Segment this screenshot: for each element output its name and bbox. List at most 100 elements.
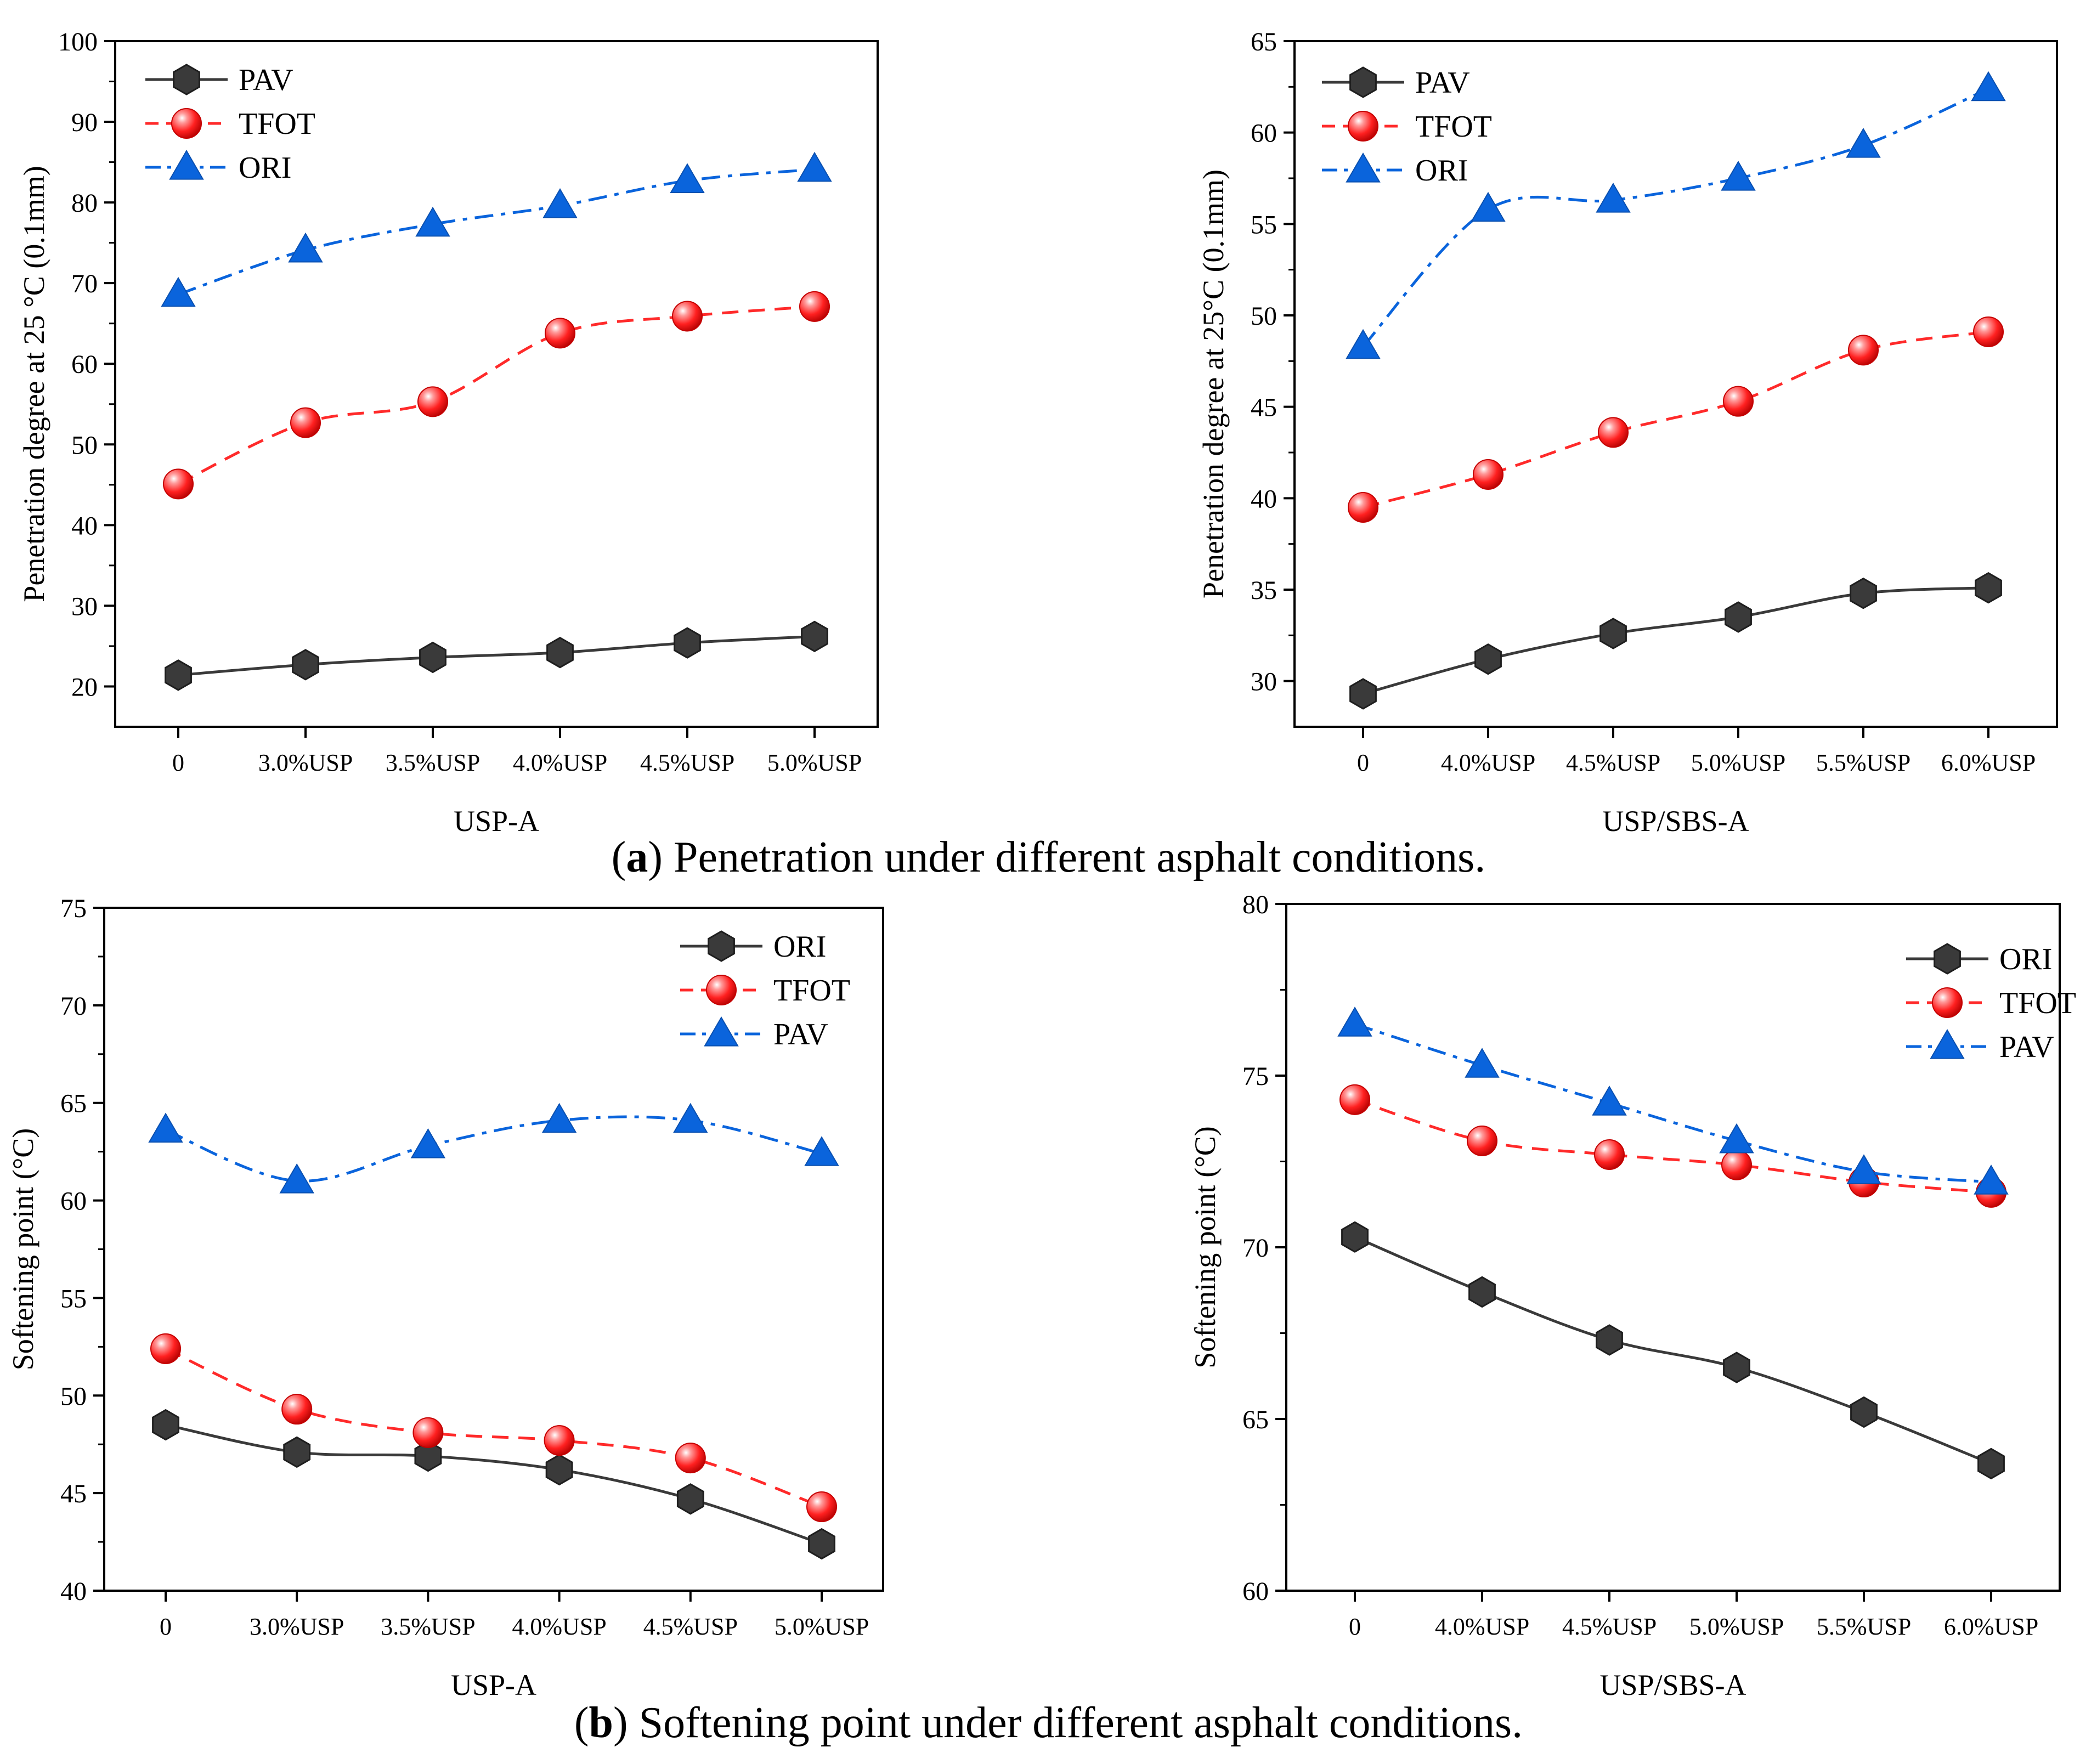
y-tick-label: 45 xyxy=(60,1479,87,1508)
legend-marker xyxy=(706,975,737,1005)
y-tick-label: 65 xyxy=(60,1089,87,1118)
y-tick-label: 60 xyxy=(60,1187,87,1216)
data-point xyxy=(1341,1221,1369,1253)
chart-4: 60 65 70 75 80 0 4.0%USP 4.5%USP 5.0%USP 5.5%USP 6… xyxy=(1189,890,2076,1701)
y-tick-label: 60 xyxy=(71,350,98,379)
x-tick-label: 5.5%USP xyxy=(1816,749,1911,776)
data-point xyxy=(148,1112,183,1143)
legend: ORI TFOT PAV xyxy=(680,930,850,1051)
data-point xyxy=(1848,335,1879,366)
y-tick-label: 60 xyxy=(1251,119,1277,148)
data-point xyxy=(1850,1396,1878,1428)
data-point xyxy=(288,232,323,263)
data-point xyxy=(1474,643,1502,675)
data-point xyxy=(1723,386,1754,417)
chart-1: 20 30 40 50 60 70 80 90 100 0 3.0%USP 3.5%USP 4.0%US… xyxy=(18,27,879,838)
data-point xyxy=(150,1333,181,1364)
data-point xyxy=(415,206,450,237)
series-line xyxy=(1363,586,1989,696)
legend-marker xyxy=(1348,111,1378,142)
x-tick-label: 0 xyxy=(160,1613,172,1640)
data-point xyxy=(1719,1123,1754,1154)
series-line xyxy=(178,635,815,677)
series-tfot xyxy=(1339,1084,2006,1208)
data-point xyxy=(1468,1276,1496,1308)
chart-3: 40 45 50 55 60 65 70 75 0 3.0%USP 3.5%USP 4.0%USP 4.… xyxy=(7,894,884,1701)
data-point xyxy=(279,1163,314,1194)
data-point xyxy=(1596,183,1631,213)
y-tick-label: 50 xyxy=(1251,302,1277,331)
data-point xyxy=(1471,191,1506,222)
x-tick-label: 0 xyxy=(172,749,184,776)
x-tick-label: 5.5%USP xyxy=(1817,1613,1911,1640)
series-ori xyxy=(1346,71,2006,359)
caption-a-letter: a xyxy=(626,833,648,881)
data-point xyxy=(1467,1125,1497,1156)
data-point xyxy=(1850,577,1877,609)
x-tick-label: 3.5%USP xyxy=(386,749,480,776)
data-point xyxy=(1975,572,2002,604)
legend-marker xyxy=(1932,987,1963,1018)
x-tick-label: 0 xyxy=(1357,749,1369,776)
y-tick-label: 55 xyxy=(1251,210,1277,239)
data-point xyxy=(808,1528,835,1560)
legend-marker xyxy=(1349,66,1377,98)
legend: PAV TFOT ORI xyxy=(1322,66,1492,188)
series-line xyxy=(1363,330,1989,509)
data-point xyxy=(1723,1352,1750,1383)
data-point xyxy=(541,1102,577,1133)
chart-2: 30 35 40 45 50 55 60 65 0 4.0%USP 4.5%USP 5.0%USP 5.… xyxy=(1197,27,2058,838)
data-point xyxy=(799,291,830,322)
legend: PAV TFOT ORI xyxy=(145,63,315,185)
series-line xyxy=(165,1115,822,1183)
y-tick-label: 50 xyxy=(60,1382,87,1411)
x-tick-label: 6.0%USP xyxy=(1944,1613,2038,1640)
legend-label: TFOT xyxy=(239,107,315,141)
y-tick-label: 90 xyxy=(71,108,98,137)
legend-marker xyxy=(171,108,202,139)
y-tick-label: 45 xyxy=(1251,393,1277,422)
x-axis-label: USP/SBS-A xyxy=(1602,805,1749,838)
legend-label: PAV xyxy=(239,63,293,97)
caption-b-text: Softening point under different asphalt … xyxy=(628,1699,1523,1747)
data-point xyxy=(1594,1139,1625,1170)
series-line xyxy=(1354,1022,1992,1184)
caption-a-text: Penetration under different asphalt cond… xyxy=(662,833,1486,881)
y-tick-label: 70 xyxy=(1242,1234,1269,1263)
data-point xyxy=(417,386,448,417)
y-tick-label: 80 xyxy=(71,189,98,218)
legend-label: ORI xyxy=(1999,942,2052,976)
data-point xyxy=(152,1409,179,1441)
x-tick-label: 0 xyxy=(1349,1613,1361,1640)
data-point xyxy=(161,276,196,307)
x-tick-label: 5.0%USP xyxy=(1691,749,1785,776)
series-pav xyxy=(1337,1007,2009,1195)
data-point xyxy=(673,1102,708,1133)
y-tick-label: 40 xyxy=(60,1577,87,1606)
series-tfot xyxy=(150,1333,837,1523)
legend-marker xyxy=(1346,152,1381,183)
legend-marker xyxy=(1930,1029,1965,1059)
series-pav xyxy=(165,620,828,691)
data-point xyxy=(1349,678,1377,710)
data-point xyxy=(670,163,705,193)
data-point xyxy=(1846,1154,1881,1184)
data-point xyxy=(1599,618,1627,649)
series-line xyxy=(1354,1235,1992,1465)
x-tick-label: 3.0%USP xyxy=(258,749,353,776)
data-point xyxy=(281,1394,313,1425)
legend-label: PAV xyxy=(1415,66,1470,100)
legend-label: TFOT xyxy=(773,974,850,1008)
y-tick-label: 60 xyxy=(1242,1577,1269,1606)
x-tick-label: 4.5%USP xyxy=(1562,1613,1657,1640)
data-point xyxy=(676,1483,704,1515)
x-tick-label: 4.0%USP xyxy=(1435,1613,1529,1640)
x-tick-label: 4.5%USP xyxy=(643,1613,738,1640)
y-tick-label: 50 xyxy=(71,431,98,460)
data-point xyxy=(1465,1048,1500,1078)
data-point xyxy=(1596,1324,1623,1356)
data-point xyxy=(1346,329,1381,359)
y-tick-label: 100 xyxy=(58,27,98,56)
x-tick-label: 5.0%USP xyxy=(1689,1613,1784,1640)
